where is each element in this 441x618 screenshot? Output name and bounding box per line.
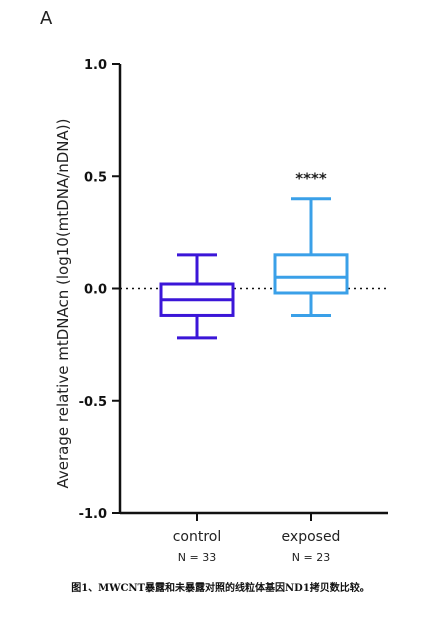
y-axis-title: Average relative mtDNAcn (log10(mtDNA/nD…: [54, 119, 72, 489]
y-tick-label: -1.0: [79, 507, 107, 522]
figure-caption: 图1、MWCNT暴露和未暴露对照的线粒体基因ND1拷贝数比较。: [71, 583, 370, 594]
sample-size-label: N = 33: [178, 551, 216, 564]
y-tick-label: 1.0: [84, 58, 107, 73]
y-tick-label: 0.5: [84, 170, 107, 185]
panel-label: A: [40, 8, 53, 29]
sample-size-label: N = 23: [292, 551, 330, 564]
x-category-label: control: [173, 529, 222, 545]
x-category-label: exposed: [282, 529, 341, 545]
y-tick-label: -0.5: [79, 395, 107, 410]
significance-marker: ****: [295, 170, 327, 188]
iqr-box: [273, 253, 349, 295]
y-tick-label: 0.0: [84, 283, 107, 298]
box-exposed: [273, 197, 349, 317]
box-control: [159, 253, 235, 340]
